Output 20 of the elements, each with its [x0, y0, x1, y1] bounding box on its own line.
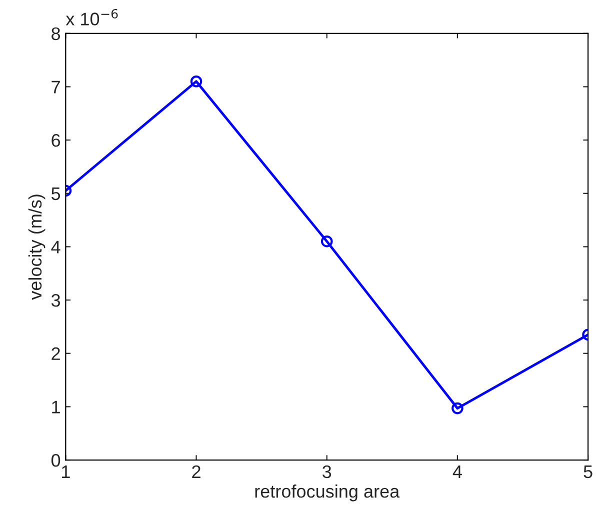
point — [452, 402, 464, 414]
y-tick-label: 6 — [52, 134, 60, 147]
text: x 10$^{−6}$ — [66, 8, 118, 26]
y-tick-label: 4 — [51, 240, 60, 254]
y-tick-label: 0 — [51, 454, 60, 467]
y-tick-label: 7 — [52, 80, 60, 94]
x-tick-label: 4 — [452, 466, 462, 478]
y-tick-label: 3 — [51, 294, 60, 307]
x-axis-title: retrofocusing area — [255, 484, 400, 502]
y-tick-label: 8 — [52, 27, 60, 40]
x-tick-label: 3 — [322, 465, 332, 478]
x-tick-label: 2 — [192, 465, 200, 478]
point — [320, 235, 333, 248]
point — [190, 76, 202, 88]
y-tick-label: 1 — [52, 400, 60, 414]
y-tick-label: 5 — [51, 188, 60, 200]
x-tick-label: 5 — [584, 466, 592, 478]
y-axis-title: velocity (m/s) — [28, 194, 46, 300]
y-tick-label: 2 — [52, 347, 60, 360]
x-tick-label: 1 — [62, 466, 70, 478]
